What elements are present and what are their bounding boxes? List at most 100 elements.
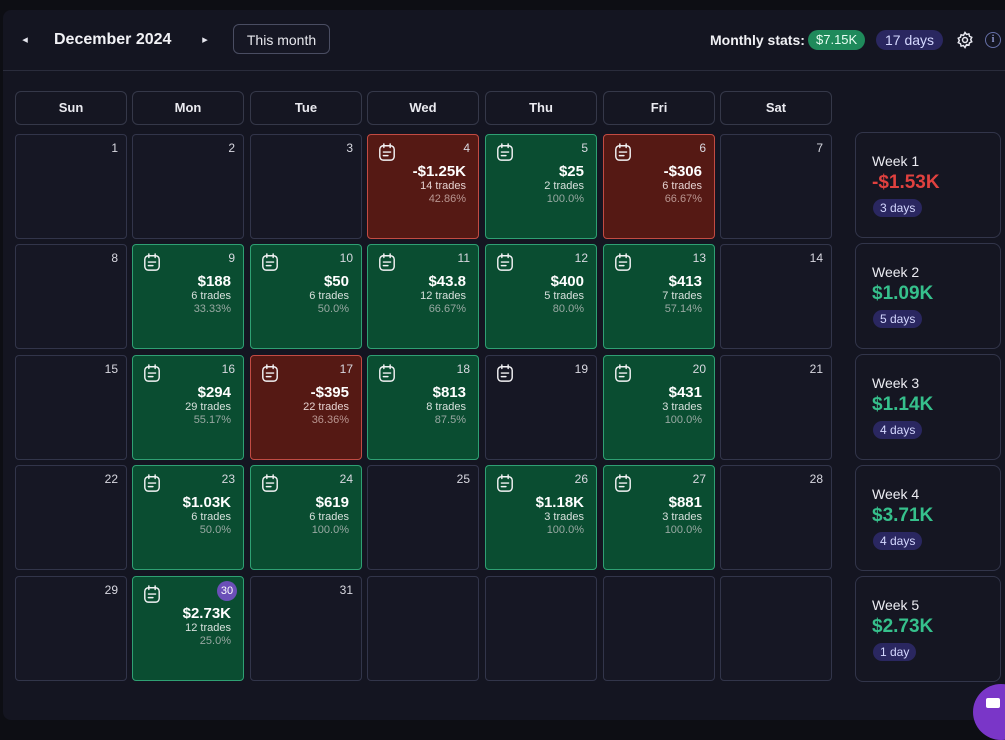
day-cell[interactable]: 14: [720, 244, 832, 349]
day-cell[interactable]: 11 $43.8 12 trades 66.67%: [367, 244, 479, 349]
notebook-icon[interactable]: [143, 585, 161, 604]
day-number: 8: [111, 251, 118, 265]
day-number: 1: [111, 141, 118, 155]
day-cell[interactable]: [720, 576, 832, 681]
day-trade-count: 14 trades: [420, 180, 466, 192]
day-cell[interactable]: 20 $431 3 trades 100.0%: [603, 355, 715, 460]
notebook-icon[interactable]: [378, 364, 396, 383]
day-cell[interactable]: 4 -$1.25K 14 trades 42.86%: [367, 134, 479, 239]
notebook-icon[interactable]: [143, 474, 161, 493]
day-trade-count: 8 trades: [426, 401, 466, 413]
day-number: 14: [809, 251, 823, 265]
week-days-badge: 1 day: [873, 643, 917, 661]
day-cell[interactable]: 13 $413 7 trades 57.14%: [603, 244, 715, 349]
notebook-icon[interactable]: [378, 143, 396, 162]
day-win-rate: 42.86%: [428, 193, 466, 205]
day-cell[interactable]: 1: [15, 134, 127, 239]
day-trade-count: 7 trades: [662, 290, 702, 302]
day-pnl: $881: [668, 494, 702, 511]
day-cell[interactable]: 5 $25 2 trades 100.0%: [485, 134, 597, 239]
notebook-icon[interactable]: [378, 253, 396, 272]
day-pnl: $1.03K: [182, 494, 231, 511]
day-cell[interactable]: 28: [720, 465, 832, 570]
day-cell[interactable]: 16 $294 29 trades 55.17%: [132, 355, 244, 460]
day-cell[interactable]: 26 $1.18K 3 trades 100.0%: [485, 465, 597, 570]
day-trade-count: 2 trades: [544, 180, 584, 192]
day-cell[interactable]: [485, 576, 597, 681]
notebook-icon[interactable]: [614, 253, 632, 272]
day-pnl: $25: [558, 163, 584, 180]
day-cell[interactable]: 9 $188 6 trades 33.33%: [132, 244, 244, 349]
notebook-icon[interactable]: [261, 474, 279, 493]
header-divider: [3, 70, 1005, 71]
day-trade-count: 29 trades: [185, 401, 231, 413]
day-cell[interactable]: [603, 576, 715, 681]
day-cell[interactable]: 25: [367, 465, 479, 570]
day-number: 28: [809, 472, 823, 486]
day-cell[interactable]: 6 -$306 6 trades 66.67%: [603, 134, 715, 239]
day-cell[interactable]: 27 $881 3 trades 100.0%: [603, 465, 715, 570]
notebook-icon[interactable]: [261, 253, 279, 272]
calendar-header: ◂ December 2024 ▸ This month Monthly sta…: [0, 0, 1005, 70]
notebook-icon[interactable]: [143, 364, 161, 383]
notebook-icon[interactable]: [143, 253, 161, 272]
day-cell[interactable]: 2: [132, 134, 244, 239]
day-number: 16: [221, 362, 235, 376]
day-cell[interactable]: 23 $1.03K 6 trades 50.0%: [132, 465, 244, 570]
day-cell[interactable]: 24 $619 6 trades 100.0%: [250, 465, 362, 570]
day-trade-count: 5 trades: [544, 290, 584, 302]
week-summary-card: Week 1 -$1.53K 3 days: [855, 132, 1001, 238]
notebook-icon[interactable]: [496, 364, 514, 383]
week-pnl: $1.14K: [872, 394, 934, 415]
notebook-icon[interactable]: [261, 364, 279, 383]
day-cell[interactable]: 7: [720, 134, 832, 239]
day-pnl: $43.8: [428, 273, 466, 290]
weekday-header: Fri: [603, 91, 715, 125]
notebook-icon[interactable]: [496, 143, 514, 162]
day-pnl: $1.18K: [535, 494, 584, 511]
day-pnl: -$1.25K: [412, 163, 466, 180]
day-number: 21: [809, 362, 823, 376]
day-pnl: $400: [550, 273, 584, 290]
day-win-rate: 57.14%: [664, 303, 702, 315]
day-win-rate: 80.0%: [552, 303, 584, 315]
day-trade-count: 22 trades: [303, 401, 349, 413]
day-cell[interactable]: 15: [15, 355, 127, 460]
day-cell[interactable]: 8: [15, 244, 127, 349]
info-icon[interactable]: i: [985, 32, 1001, 48]
monthly-days-badge: 17 days: [876, 30, 944, 50]
week-summary-card: Week 4 $3.71K 4 days: [855, 465, 1001, 571]
caret-right-icon[interactable]: ▸: [202, 34, 208, 46]
day-cell[interactable]: 3: [250, 134, 362, 239]
day-win-rate: 36.36%: [311, 414, 349, 426]
day-cell[interactable]: 17 -$395 22 trades 36.36%: [250, 355, 362, 460]
day-cell[interactable]: 30 $2.73K 12 trades 25.0%: [132, 576, 244, 681]
day-win-rate: 55.17%: [193, 414, 231, 426]
month-title: December 2024: [54, 31, 172, 48]
notebook-icon[interactable]: [496, 474, 514, 493]
day-pnl: $813: [432, 384, 466, 401]
notebook-icon[interactable]: [614, 474, 632, 493]
this-month-button[interactable]: This month: [233, 24, 330, 54]
gear-icon[interactable]: [956, 31, 974, 49]
day-trade-count: 6 trades: [191, 511, 231, 523]
day-cell[interactable]: 29: [15, 576, 127, 681]
day-cell[interactable]: 18 $813 8 trades 87.5%: [367, 355, 479, 460]
day-cell[interactable]: 22: [15, 465, 127, 570]
notebook-icon[interactable]: [496, 253, 514, 272]
day-cell[interactable]: 12 $400 5 trades 80.0%: [485, 244, 597, 349]
day-cell[interactable]: 10 $50 6 trades 50.0%: [250, 244, 362, 349]
day-cell[interactable]: 31: [250, 576, 362, 681]
day-cell[interactable]: 21: [720, 355, 832, 460]
day-trade-count: 6 trades: [191, 290, 231, 302]
week-days-badge: 3 days: [873, 199, 923, 217]
week-days-badge: 4 days: [873, 532, 923, 550]
notebook-icon[interactable]: [614, 143, 632, 162]
day-cell[interactable]: [367, 576, 479, 681]
day-pnl: $2.73K: [182, 605, 231, 622]
day-win-rate: 25.0%: [199, 635, 231, 647]
caret-left-icon[interactable]: ◂: [22, 34, 28, 46]
day-number: 7: [816, 141, 823, 155]
notebook-icon[interactable]: [614, 364, 632, 383]
day-cell[interactable]: 19: [485, 355, 597, 460]
